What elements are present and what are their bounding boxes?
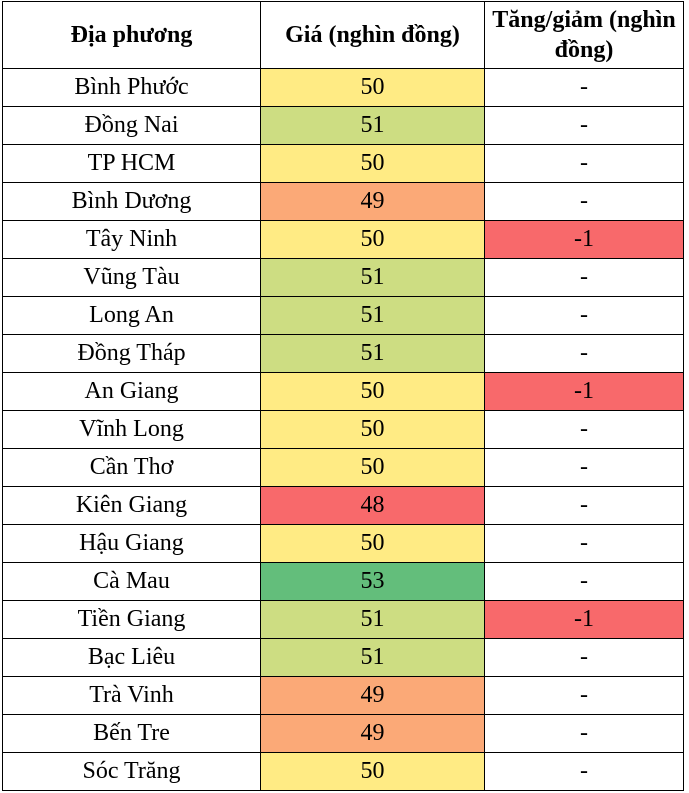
place-cell: Trà Vinh [2,676,261,715]
price-cell: 49 [260,714,485,753]
header-cell: Giá (nghìn đồng) [260,1,485,69]
table-row: An Giang 50 -1 [2,372,684,411]
table-row: Hậu Giang 50- [2,524,684,563]
price-cell: 50 [260,144,485,183]
place-cell: An Giang [2,372,261,411]
table-row: Long An 51- [2,296,684,335]
change-cell: - [484,410,684,449]
place-cell: Tiền Giang [2,600,261,639]
table-row: Tiền Giang 51 -1 [2,600,684,639]
change-cell: - [484,68,684,107]
change-cell: - [484,448,684,487]
change-cell: - [484,144,684,183]
change-cell: -1 [484,600,684,639]
change-cell: - [484,334,684,373]
change-cell: - [484,106,684,145]
change-cell: - [484,562,684,601]
price-cell: 50 [260,220,485,259]
price-cell: 48 [260,486,485,525]
change-cell: - [484,752,684,791]
place-cell: Hậu Giang [2,524,261,563]
table-row: Cần Thơ 50- [2,448,684,487]
price-cell: 50 [260,752,485,791]
header-cell: Địa phương [2,1,261,69]
change-cell: - [484,676,684,715]
table-row: Trà Vinh 49- [2,676,684,715]
change-cell: -1 [484,220,684,259]
place-cell: Bạc Liêu [2,638,261,677]
table-row: Sóc Trăng 50- [2,752,684,791]
place-cell: Sóc Trăng [2,752,261,791]
place-cell: Vĩnh Long [2,410,261,449]
price-cell: 50 [260,524,485,563]
place-cell: Cần Thơ [2,448,261,487]
change-cell: -1 [484,372,684,411]
change-cell: - [484,258,684,297]
table-row: Kiên Giang 48- [2,486,684,525]
change-cell: - [484,486,684,525]
place-cell: Bình Dương [2,182,261,221]
table-header: Địa phương Giá (nghìn đồng) Tăng/giảm (ngh… [2,1,684,69]
header-row: Địa phương Giá (nghìn đồng) Tăng/giảm (ngh… [2,1,684,69]
place-cell: TP HCM [2,144,261,183]
table-row: Đồng Tháp 51- [2,334,684,373]
price-cell: 49 [260,676,485,715]
price-cell: 51 [260,638,485,677]
change-cell: - [484,714,684,753]
place-cell: Bình Phước [2,68,261,107]
price-cell: 49 [260,182,485,221]
price-cell: 51 [260,296,485,335]
place-cell: Vũng Tàu [2,258,261,297]
place-cell: Long An [2,296,261,335]
price-cell: 51 [260,600,485,639]
place-cell: Tây Ninh [2,220,261,259]
table-row: Tây Ninh 50 -1 [2,220,684,259]
place-cell: Đồng Nai [2,106,261,145]
place-cell: Bến Tre [2,714,261,753]
table-body: Bình Phước 50- Đồng Nai 51- TP HCM 50- Bình Dư… [2,68,684,791]
table-row: Bạc Liêu 51- [2,638,684,677]
place-cell: Kiên Giang [2,486,261,525]
table-row: Bến Tre 49- [2,714,684,753]
table-row: Đồng Nai 51- [2,106,684,145]
price-cell: 50 [260,410,485,449]
price-cell: 50 [260,68,485,107]
table-row: Vũng Tàu 51- [2,258,684,297]
price-cell: 50 [260,448,485,487]
table-row: Cà Mau 53- [2,562,684,601]
place-cell: Đồng Tháp [2,334,261,373]
header-cell: Tăng/giảm (nghìn đồng) [484,1,684,69]
change-cell: - [484,182,684,221]
change-cell: - [484,638,684,677]
price-cell: 51 [260,106,485,145]
price-cell: 53 [260,562,485,601]
price-cell: 51 [260,334,485,373]
table-row: Vĩnh Long 50- [2,410,684,449]
place-cell: Cà Mau [2,562,261,601]
change-cell: - [484,524,684,563]
table-row: TP HCM 50- [2,144,684,183]
change-cell: - [484,296,684,335]
table-row: Bình Dương 49- [2,182,684,221]
price-cell: 51 [260,258,485,297]
table-row: Bình Phước 50- [2,68,684,107]
price-cell: 50 [260,372,485,411]
